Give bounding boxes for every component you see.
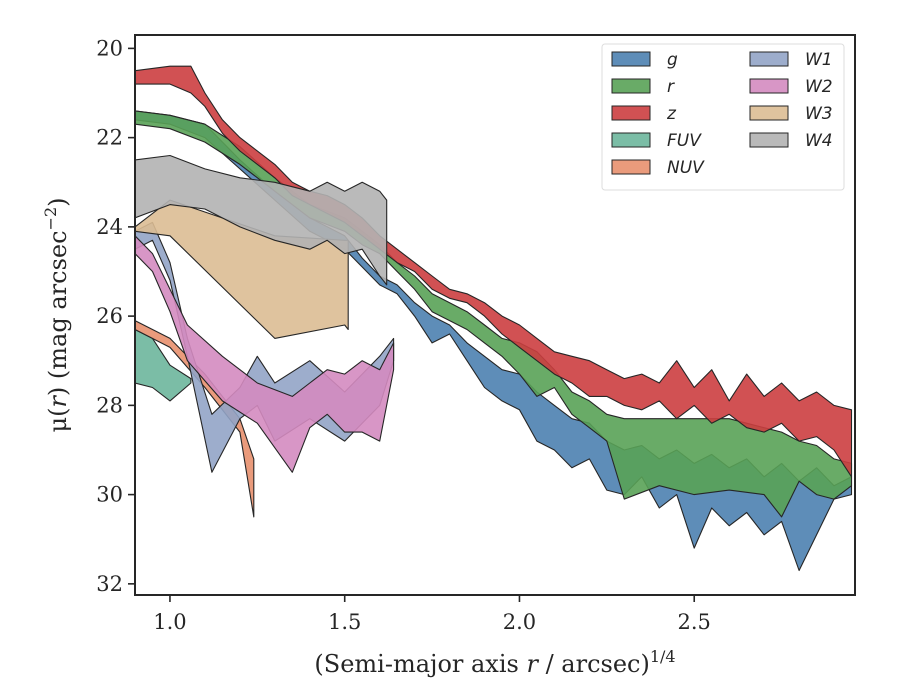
legend-label-z: z bbox=[666, 104, 677, 124]
x-tick-label: 1.0 bbox=[153, 610, 186, 634]
legend-swatch-z bbox=[611, 105, 651, 121]
y-tick-label: 32 bbox=[96, 572, 123, 596]
legend-swatch-r bbox=[611, 78, 651, 94]
y-tick-label: 30 bbox=[96, 483, 123, 507]
y-tick-label: 26 bbox=[96, 304, 123, 328]
legend-swatch-w1 bbox=[749, 51, 789, 67]
y-axis: 20 22 24 26 28 30 32 bbox=[96, 36, 135, 596]
legend-swatch-w3 bbox=[749, 105, 789, 121]
y-tick-label: 20 bbox=[96, 36, 123, 60]
plot-frame bbox=[134, 34, 856, 596]
legend-label-g: g bbox=[667, 50, 678, 70]
band-fuv bbox=[135, 328, 192, 402]
legend-label-w2: W2 bbox=[805, 77, 833, 97]
legend-swatch-w2 bbox=[749, 78, 789, 94]
band-w4 bbox=[135, 154, 388, 286]
legend-label-w4: W4 bbox=[805, 131, 833, 151]
x-axis: 1.0 1.5 2.0 2.5 bbox=[153, 595, 711, 634]
legend-swatch-g bbox=[611, 51, 651, 67]
legend-label-w3: W3 bbox=[805, 104, 833, 124]
band-w2 bbox=[135, 235, 395, 473]
x-tick-label: 1.5 bbox=[328, 610, 361, 634]
series-layer bbox=[135, 65, 853, 572]
legend-swatch-nuv bbox=[611, 159, 651, 175]
legend-swatch-fuv bbox=[611, 132, 651, 148]
x-axis-title: (Semi-major axis r / arcsec)1/4 bbox=[314, 647, 675, 678]
legend-label-w1: W1 bbox=[805, 50, 833, 70]
legend-label-fuv: FUV bbox=[667, 131, 702, 151]
y-axis-title: μ(r) (mag arcsec−2) bbox=[41, 197, 72, 432]
y-tick-label: 24 bbox=[96, 215, 123, 239]
legend-label-r: r bbox=[667, 77, 675, 97]
legend-swatch-w4 bbox=[749, 132, 789, 148]
legend-label-nuv: NUV bbox=[667, 158, 705, 178]
legend: grz FUV NUV W1 W2 W3 W4 bbox=[601, 43, 845, 191]
y-tick-label: 22 bbox=[96, 126, 123, 150]
x-tick-label: 2.5 bbox=[678, 610, 711, 634]
x-tick-label: 2.0 bbox=[503, 610, 536, 634]
y-tick-label: 28 bbox=[96, 393, 123, 417]
